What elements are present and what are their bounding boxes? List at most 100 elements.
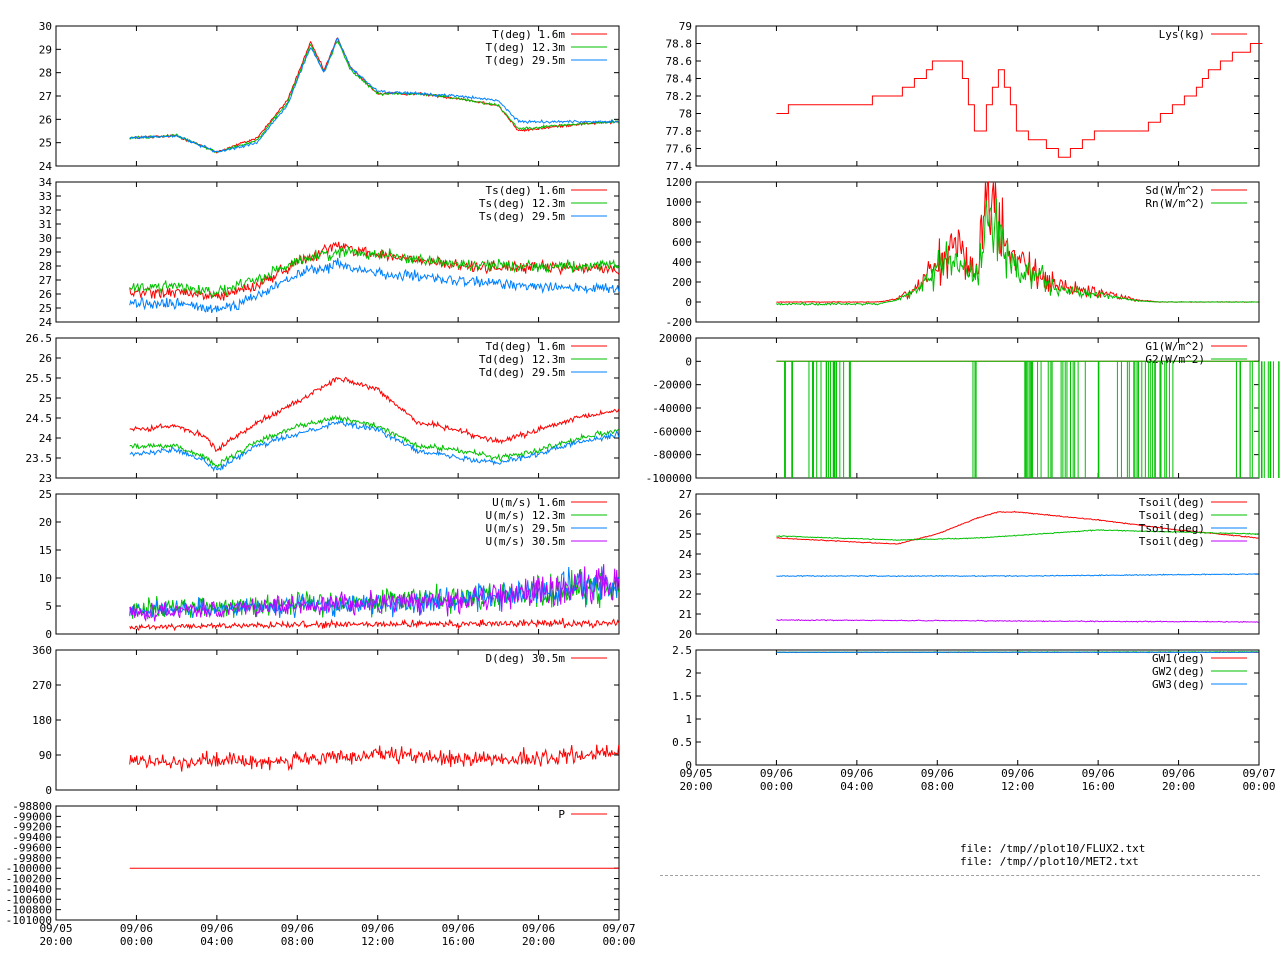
y-tick-label-Ts: 25 — [39, 302, 52, 315]
y-tick-label-D: 180 — [32, 714, 52, 727]
y-tick-label-Td: 23 — [39, 472, 52, 485]
legend-label-Tsoil-2: Tsoil(deg) — [1139, 522, 1205, 535]
plot-frame-GW — [695, 649, 1260, 766]
x-tick-label-date: 09/06 — [760, 767, 793, 780]
y-tick-label-T: 25 — [39, 137, 52, 150]
y-tick-label-Td: 26 — [39, 352, 52, 365]
legend-label-Tsoil-1: Tsoil(deg) — [1139, 509, 1205, 522]
y-tick-label-Ts: 34 — [39, 176, 53, 189]
legend-label-GW-0: GW1(deg) — [1152, 652, 1205, 665]
y-tick-label-Tsoil: 26 — [679, 508, 692, 521]
y-tick-label-G: -100000 — [646, 472, 692, 485]
y-tick-label-P: -98800 — [12, 800, 52, 813]
y-tick-label-P: -99800 — [12, 852, 52, 865]
y-tick-label-D: 360 — [32, 644, 52, 657]
y-tick-label-G: -80000 — [652, 449, 692, 462]
series-line-T-2 — [129, 37, 619, 153]
legend-label-Td-0: Td(deg) 1.6m — [486, 340, 566, 353]
x-tick-label-time: 20:00 — [39, 935, 72, 948]
x-tick-label-time: 00:00 — [602, 935, 635, 948]
x-tick-label-date: 09/06 — [522, 922, 555, 935]
legend-label-T-2: T(deg) 29.5m — [486, 54, 566, 67]
y-tick-label-Ts: 27 — [39, 274, 52, 287]
y-tick-label-Sd: 1200 — [666, 176, 693, 189]
y-tick-label-Lys: 78.2 — [666, 90, 693, 103]
series-line-Tsoil-0 — [776, 510, 1259, 545]
legend-label-G-0: G1(W/m^2) — [1145, 340, 1205, 353]
legend-label-Ts-1: Ts(deg) 12.3m — [479, 197, 565, 210]
x-tick-label-date: 09/06 — [120, 922, 153, 935]
plot-frame-D — [55, 649, 620, 791]
y-tick-label-T: 27 — [39, 90, 52, 103]
series-line-Ts-2 — [129, 257, 620, 314]
legend-label-T-0: T(deg) 1.6m — [492, 28, 565, 41]
series-line-Td-2 — [129, 419, 620, 473]
series-line-Td-0 — [129, 376, 620, 453]
y-tick-label-U: 20 — [39, 516, 52, 529]
plot-frame-P — [55, 805, 620, 921]
y-tick-label-U: 15 — [39, 544, 52, 557]
y-tick-label-Tsoil: 21 — [679, 608, 692, 621]
legend-label-D-0: D(deg) 30.5m — [486, 652, 566, 665]
x-tick-label-date: 09/06 — [1082, 767, 1115, 780]
series-line-D-0 — [129, 744, 620, 772]
y-tick-label-Sd: 1000 — [666, 196, 693, 209]
legend-label-Td-2: Td(deg) 29.5m — [479, 366, 565, 379]
y-tick-label-P: -101000 — [6, 914, 52, 927]
x-tick-label-time: 04:00 — [840, 780, 873, 793]
y-tick-label-Tsoil: 25 — [679, 528, 692, 541]
y-tick-label-Sd: 0 — [685, 296, 692, 309]
y-tick-label-Tsoil: 20 — [679, 628, 692, 641]
x-tick-label-date: 09/05 — [39, 922, 72, 935]
y-tick-label-Sd: -200 — [666, 316, 693, 329]
x-tick-label-time: 12:00 — [361, 935, 394, 948]
file-label-flux: file: /tmp//plot10/FLUX2.txt — [960, 842, 1146, 855]
y-tick-label-Ts: 32 — [39, 204, 52, 217]
series-line-Tsoil-2 — [776, 573, 1259, 578]
x-tick-label-date: 09/06 — [1001, 767, 1034, 780]
y-tick-label-GW: 1 — [685, 713, 692, 726]
legend-label-U-2: U(m/s) 29.5m — [486, 522, 566, 535]
x-tick-label-time: 12:00 — [1001, 780, 1034, 793]
y-tick-label-Td: 25 — [39, 392, 52, 405]
y-tick-label-U: 10 — [39, 572, 52, 585]
y-tick-label-Td: 25.5 — [26, 372, 53, 385]
y-tick-label-T: 29 — [39, 43, 52, 56]
legend-label-Td-1: Td(deg) 12.3m — [479, 353, 565, 366]
y-tick-label-Td: 24.5 — [26, 412, 53, 425]
series-line-GW-2 — [776, 651, 1259, 654]
y-tick-label-GW: 0.5 — [672, 736, 692, 749]
y-tick-label-Td: 24 — [39, 432, 53, 445]
y-tick-label-G: 20000 — [659, 332, 692, 345]
y-tick-label-Tsoil: 23 — [679, 568, 692, 581]
y-tick-label-Td: 23.5 — [26, 452, 53, 465]
x-tick-label-date: 09/06 — [921, 767, 954, 780]
y-tick-label-Lys: 79 — [679, 20, 692, 33]
file-label-met: file: /tmp//plot10/MET2.txt — [960, 855, 1139, 868]
y-tick-label-GW: 2.5 — [672, 644, 692, 657]
x-tick-label-date: 09/07 — [1242, 767, 1275, 780]
y-tick-label-G: 0 — [685, 355, 692, 368]
x-tick-label-date: 09/06 — [442, 922, 475, 935]
legend-label-U-0: U(m/s) 1.6m — [492, 496, 565, 509]
series-line-Tsoil-1 — [776, 529, 1259, 541]
x-tick-label-date: 09/06 — [361, 922, 394, 935]
y-tick-label-G: -20000 — [652, 379, 692, 392]
y-tick-label-P: -99600 — [12, 841, 52, 854]
y-tick-label-Ts: 24 — [39, 316, 53, 329]
legend-label-Tsoil-0: Tsoil(deg) — [1139, 496, 1205, 509]
plot-frame-Lys — [695, 25, 1260, 167]
x-tick-label-time: 16:00 — [1082, 780, 1115, 793]
y-tick-label-D: 270 — [32, 679, 52, 692]
y-tick-label-Lys: 78 — [679, 108, 692, 121]
series-line-U-0 — [129, 617, 620, 632]
y-tick-label-Ts: 26 — [39, 288, 52, 301]
legend-label-Lys-0: Lys(kg) — [1159, 28, 1205, 41]
y-tick-label-GW: 0 — [685, 759, 692, 772]
y-tick-label-T: 30 — [39, 20, 52, 33]
y-tick-label-P: -100400 — [6, 883, 52, 896]
y-tick-label-Lys: 78.8 — [666, 38, 693, 51]
legend-label-Ts-0: Ts(deg) 1.6m — [486, 184, 566, 197]
series-line-Ts-1 — [129, 245, 620, 298]
